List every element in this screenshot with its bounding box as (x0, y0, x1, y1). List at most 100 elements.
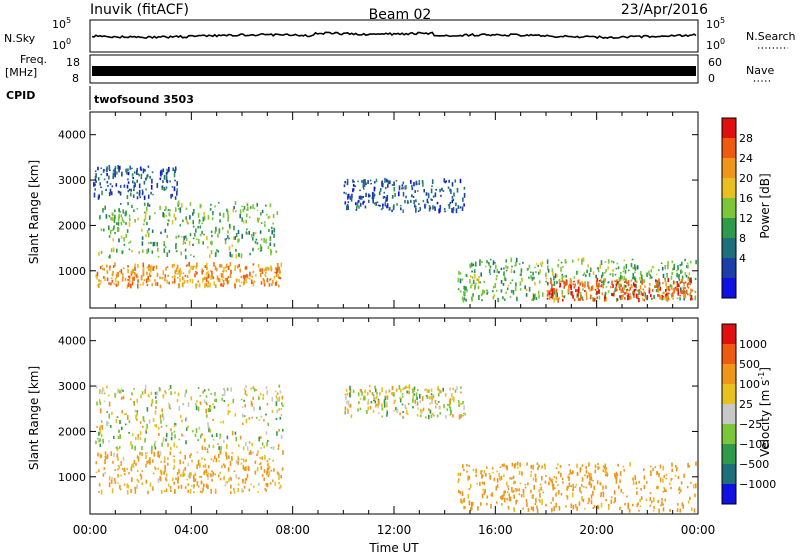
velocity-cell (530, 489, 532, 494)
power-cell (605, 286, 608, 288)
velocity-cell (439, 390, 442, 394)
power-cell (579, 298, 581, 301)
power-cell (111, 212, 114, 216)
power-cell (181, 276, 184, 281)
velocity-cell (527, 482, 529, 486)
power-cell (509, 295, 512, 298)
power-cell (623, 281, 626, 283)
velocity-cell (99, 427, 101, 431)
power-cell (232, 236, 235, 240)
velocity-cell (523, 495, 525, 498)
power-cell (511, 279, 514, 282)
velocity-cell (278, 487, 281, 490)
velocity-cell (120, 461, 122, 464)
power-cell (650, 269, 653, 273)
power-cell (610, 260, 613, 263)
power-cell (463, 285, 465, 290)
velocity-cell (237, 487, 239, 493)
power-cell (681, 275, 684, 280)
power-cell (677, 265, 679, 271)
velocity-cell (448, 403, 451, 408)
velocity-cell (526, 462, 528, 466)
power-cell (151, 171, 154, 174)
power-cell (581, 280, 583, 285)
power-cell (470, 285, 472, 289)
power-cell (192, 212, 194, 216)
power-cell (423, 189, 425, 193)
power-cell (121, 250, 124, 255)
velocity-cell (426, 394, 429, 399)
power-cell (142, 281, 144, 286)
velocity-cell (359, 407, 362, 411)
velocity-cell (139, 421, 142, 424)
power-cell (151, 250, 154, 254)
velocity-cell (375, 388, 377, 393)
velocity-cell (508, 507, 510, 510)
power-cell (557, 297, 559, 303)
velocity-cell (98, 439, 100, 443)
velocity-cell (602, 491, 604, 494)
velocity-cell (281, 402, 283, 405)
velocity-cell (378, 400, 380, 405)
velocity-cell (544, 480, 547, 484)
power-cell (651, 297, 653, 300)
velocity-cell (209, 408, 211, 412)
power-cell (136, 196, 139, 200)
velocity-cell (514, 481, 516, 484)
power-cell (383, 191, 386, 194)
velocity-cell (174, 423, 176, 426)
power-cell (266, 213, 268, 216)
velocity-cell (695, 483, 697, 489)
power-cell (648, 287, 651, 291)
velocity-cell (115, 446, 118, 449)
power-cell (121, 217, 124, 222)
power-cell (687, 282, 690, 285)
power-cell (207, 280, 210, 285)
power-cell (352, 188, 354, 193)
velocity-cell (240, 462, 243, 465)
power-cell (419, 206, 421, 211)
time-tick-label: 04:00 (174, 523, 209, 537)
noise-right-tick-top: 105 (706, 16, 725, 31)
power-cell (479, 281, 481, 284)
velocity-cell (126, 467, 129, 470)
power-cell (263, 283, 266, 287)
velocity-cell (132, 433, 134, 436)
velocity-cell (375, 404, 377, 408)
power-cell (681, 290, 684, 294)
velocity-cell (412, 406, 414, 409)
power-cell (618, 283, 620, 288)
power-cell (597, 269, 600, 273)
power-cell (515, 282, 517, 287)
power-cell (166, 234, 168, 239)
power-cell (632, 272, 634, 278)
power-cell (276, 267, 279, 273)
velocity-cell (108, 413, 111, 419)
power-cell (411, 184, 413, 188)
velocity-cell (250, 387, 252, 390)
velocity-cell (445, 415, 447, 419)
velocity-cell (123, 473, 126, 476)
power-cell (268, 215, 271, 219)
power-cell (480, 272, 482, 277)
power-cell (670, 284, 673, 290)
power-cell (211, 271, 213, 276)
velocity-cell (153, 451, 156, 457)
power-cell (616, 298, 619, 301)
power-cell (510, 268, 513, 274)
velocity-cell (228, 455, 230, 460)
power-cell (185, 235, 187, 239)
power-cell (431, 199, 433, 201)
velocity-cell (120, 463, 122, 466)
power-cell (227, 215, 229, 218)
velocity-cell (430, 393, 433, 396)
velocity-cell (430, 414, 433, 418)
velocity-cell (694, 493, 696, 498)
velocity-cell (509, 496, 512, 502)
power-cell (141, 241, 144, 246)
power-cell (137, 217, 139, 221)
velocity-cell (460, 414, 462, 419)
power-cell (528, 286, 531, 292)
power-cell (347, 194, 349, 199)
power-cell (694, 277, 697, 281)
